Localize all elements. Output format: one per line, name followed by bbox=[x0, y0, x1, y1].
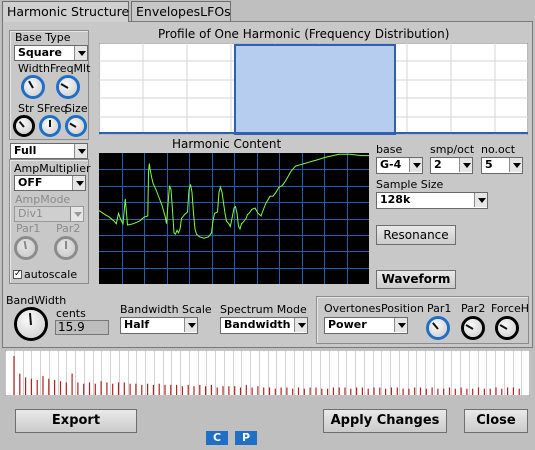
spectrum-mode-select[interactable]: Bandwidth bbox=[220, 317, 308, 334]
smp-oct-select[interactable]: 2 bbox=[430, 157, 473, 174]
base-type-group bbox=[9, 30, 89, 140]
chevron-down-icon bbox=[509, 158, 522, 172]
waveform-button[interactable]: Waveform bbox=[376, 270, 456, 289]
chevron-down-icon bbox=[294, 318, 307, 332]
bandwidth-label: BandWidth bbox=[6, 294, 67, 307]
size-label: Size bbox=[65, 102, 88, 115]
sample-size-select[interactable]: 128k bbox=[376, 192, 488, 209]
amp-par2-knob[interactable] bbox=[54, 236, 78, 260]
sample-size-value: 128k bbox=[380, 193, 411, 206]
harmonic-content-graph bbox=[99, 153, 369, 284]
resonance-button[interactable]: Resonance bbox=[376, 225, 456, 245]
autoscale-checkbox[interactable]: ✓ bbox=[13, 270, 22, 279]
amp-multiplier-group bbox=[9, 159, 89, 284]
no-oct-value: 5 bbox=[485, 158, 493, 171]
base-type-label: Base Type bbox=[15, 31, 71, 44]
autoscale-label: autoscale bbox=[24, 268, 78, 281]
bandwidth-knob[interactable] bbox=[14, 307, 48, 341]
resonance-button-label: Resonance bbox=[383, 228, 449, 242]
width-knob[interactable] bbox=[21, 75, 45, 99]
full-select-value: Full bbox=[14, 144, 37, 157]
amp-par1-label: Par1 bbox=[16, 222, 41, 235]
chevron-down-icon bbox=[74, 144, 87, 158]
amp-par2-label: Par2 bbox=[56, 222, 81, 235]
apply-changes-button[interactable]: Apply Changes bbox=[323, 409, 447, 433]
smp-oct-value: 2 bbox=[434, 158, 442, 171]
apply-changes-button-label: Apply Changes bbox=[330, 413, 440, 428]
chevron-down-icon bbox=[184, 318, 197, 332]
chevron-down-icon bbox=[70, 207, 83, 221]
no-oct-select[interactable]: 5 bbox=[481, 157, 523, 174]
freqmlt-label: FreqMlt bbox=[50, 62, 91, 75]
overtones-group bbox=[316, 296, 529, 344]
base-note-value: G-4 bbox=[380, 158, 402, 171]
base-waveform-value: Square bbox=[18, 46, 62, 59]
profile-title: Profile of One Harmonic (Frequency Distr… bbox=[158, 27, 450, 41]
chevron-down-icon bbox=[72, 176, 85, 190]
tab-envelopes-lfos[interactable]: EnvelopesLFOs bbox=[131, 1, 231, 21]
no-oct-label: no.oct bbox=[481, 143, 516, 156]
close-button-label: Close bbox=[476, 413, 516, 428]
size-knob[interactable] bbox=[65, 115, 87, 137]
amp-multiplier-label: AmpMultiplier bbox=[14, 162, 91, 175]
harmonic-spectrum bbox=[5, 350, 530, 396]
forceh-knob[interactable] bbox=[495, 316, 519, 340]
paste-button-label: P bbox=[241, 431, 251, 444]
overtones-position-value: Power bbox=[328, 318, 367, 331]
base-label: base bbox=[376, 143, 403, 156]
harmonic-content-title: Harmonic Content bbox=[172, 137, 282, 151]
bandwidth-scale-select[interactable]: Half bbox=[120, 317, 198, 334]
overtones-par1-knob[interactable] bbox=[426, 316, 450, 340]
copy-button[interactable]: C bbox=[206, 431, 228, 445]
export-button[interactable]: Export bbox=[15, 409, 137, 433]
chevron-down-icon bbox=[394, 318, 407, 332]
str-label: Str bbox=[18, 102, 34, 115]
export-button-label: Export bbox=[51, 413, 101, 428]
tab-label: Harmonic Structure bbox=[7, 4, 130, 19]
spectrum-mode-value: Bandwidth bbox=[224, 318, 291, 331]
overtones-par2-knob[interactable] bbox=[461, 316, 485, 340]
checkmark-icon: ✓ bbox=[14, 269, 22, 279]
sfreq-label: SFreq bbox=[37, 102, 68, 115]
sfreq-knob[interactable] bbox=[39, 115, 61, 137]
overtones-par2-label: Par2 bbox=[461, 302, 486, 315]
bandwidth-scale-value: Half bbox=[124, 318, 150, 331]
bandwidth-scale-label: Bandwidth Scale bbox=[120, 303, 212, 316]
tab-harmonic-structure[interactable]: Harmonic Structure bbox=[2, 1, 129, 22]
chevron-down-icon bbox=[474, 193, 487, 207]
spectrum-mode-label: Spectrum Mode bbox=[220, 303, 307, 316]
full-select[interactable]: Full bbox=[10, 143, 88, 159]
chevron-down-icon bbox=[459, 158, 472, 172]
amp-par1-knob[interactable] bbox=[14, 236, 38, 260]
amp-multiplier-value: OFF bbox=[18, 176, 43, 189]
chevron-down-icon bbox=[74, 46, 87, 60]
cents-label: cents bbox=[56, 307, 86, 320]
overtones-position-label: OvertonesPosition bbox=[324, 302, 424, 315]
freqmlt-knob[interactable] bbox=[56, 75, 80, 99]
width-label: Width bbox=[18, 62, 50, 75]
amp-mode-value: Div1 bbox=[18, 207, 44, 220]
harmonic-waveform bbox=[99, 153, 369, 239]
base-note-select[interactable]: G-4 bbox=[376, 157, 423, 174]
chevron-down-icon bbox=[409, 158, 422, 172]
smp-oct-label: smp/oct bbox=[430, 143, 475, 156]
close-button[interactable]: Close bbox=[464, 409, 528, 433]
cents-value: 15.9 bbox=[55, 320, 109, 335]
forceh-label: ForceH bbox=[491, 302, 530, 315]
amp-mode-select[interactable]: Div1 bbox=[14, 206, 84, 222]
amp-mode-label: AmpMode bbox=[15, 193, 71, 206]
profile-shape bbox=[234, 44, 396, 135]
base-waveform-select[interactable]: Square bbox=[14, 45, 88, 61]
profile-graph bbox=[99, 43, 528, 135]
overtones-par1-label: Par1 bbox=[427, 302, 452, 315]
amp-multiplier-select[interactable]: OFF bbox=[14, 175, 86, 191]
waveform-button-label: Waveform bbox=[381, 272, 451, 286]
copy-button-label: C bbox=[212, 431, 222, 444]
str-knob[interactable] bbox=[13, 115, 35, 137]
tab-label: EnvelopesLFOs bbox=[136, 4, 231, 19]
sample-size-label: Sample Size bbox=[376, 178, 444, 191]
overtones-position-select[interactable]: Power bbox=[324, 317, 408, 334]
paste-button[interactable]: P bbox=[235, 431, 257, 445]
